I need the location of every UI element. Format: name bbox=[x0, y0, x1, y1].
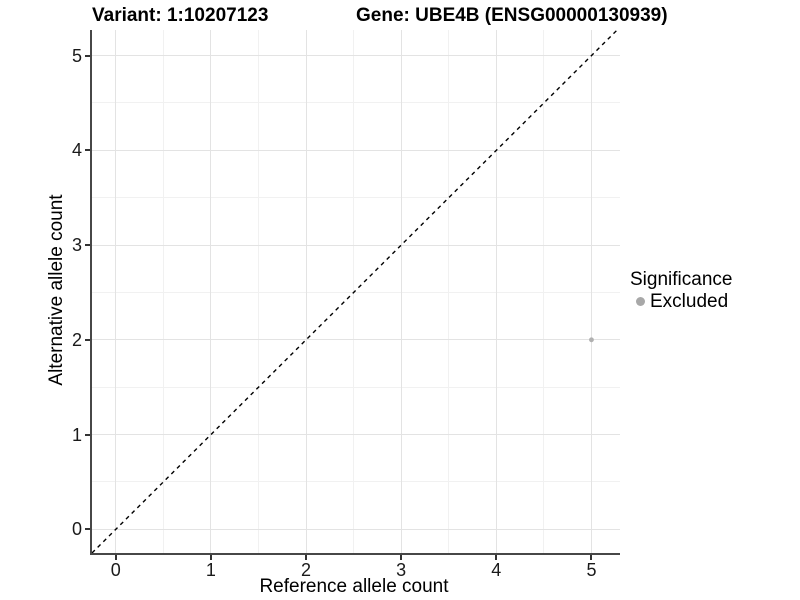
y-tick-mark bbox=[85, 54, 90, 57]
legend: Significance Excluded bbox=[630, 269, 732, 311]
y-tick-label: 3 bbox=[71, 235, 82, 256]
excluded-dot-icon bbox=[636, 297, 645, 306]
gridline-x-major bbox=[495, 30, 497, 553]
y-tick-mark bbox=[85, 338, 90, 341]
gridline-y-minor bbox=[92, 197, 620, 199]
gene-title: Gene: UBE4B (ENSG00000130939) bbox=[356, 5, 668, 26]
x-tick-mark bbox=[209, 555, 212, 560]
x-tick-label: 0 bbox=[110, 560, 121, 580]
x-tick-mark bbox=[590, 555, 593, 560]
gridline-x-minor bbox=[543, 30, 545, 553]
gridline-x-major bbox=[590, 30, 592, 553]
gridline-y-major bbox=[92, 55, 620, 57]
legend-entry-excluded: Excluded bbox=[630, 292, 732, 311]
gridline-x-major bbox=[115, 30, 117, 553]
gridline-x-minor bbox=[257, 30, 259, 553]
y-tick-mark bbox=[85, 244, 90, 247]
x-tick-mark bbox=[114, 555, 117, 560]
gridline-x-major bbox=[400, 30, 402, 553]
x-tick-mark bbox=[305, 555, 308, 560]
legend-entry-label: Excluded bbox=[650, 291, 729, 312]
y-tick-label: 5 bbox=[71, 45, 82, 66]
y-axis-title: Alternative allele count bbox=[46, 194, 67, 386]
gridline-y-major bbox=[92, 434, 620, 436]
gridline-x-major bbox=[210, 30, 212, 553]
gridline-x-minor bbox=[448, 30, 450, 553]
data-point bbox=[589, 337, 594, 343]
gridline-y-major bbox=[92, 149, 620, 151]
y-tick-label: 1 bbox=[71, 424, 82, 445]
gridline-y-minor bbox=[92, 291, 620, 293]
identity-reference-line bbox=[92, 30, 619, 553]
y-tick-label: 2 bbox=[71, 329, 82, 350]
y-tick-label: 4 bbox=[71, 140, 82, 161]
y-tick-mark bbox=[85, 149, 90, 152]
x-tick-label: 4 bbox=[491, 560, 502, 580]
x-tick-mark bbox=[400, 555, 403, 560]
x-tick-label: 3 bbox=[396, 560, 407, 580]
y-tick-mark bbox=[85, 433, 90, 436]
x-axis-title: Reference allele count bbox=[259, 576, 449, 597]
gridline-y-minor bbox=[92, 481, 620, 483]
x-tick-label: 2 bbox=[301, 560, 312, 580]
plot-layer bbox=[92, 30, 619, 553]
gridline-y-major bbox=[92, 244, 620, 246]
x-tick-label: 5 bbox=[586, 560, 597, 580]
variant-title: Variant: 1:10207123 bbox=[92, 5, 269, 26]
gridline-y-major bbox=[92, 339, 620, 341]
gridline-y-minor bbox=[92, 386, 620, 388]
gridline-x-major bbox=[305, 30, 307, 553]
gridline-y-major bbox=[92, 528, 620, 530]
legend-title: Significance bbox=[630, 269, 733, 290]
y-tick-label: 0 bbox=[71, 519, 82, 540]
x-tick-mark bbox=[495, 555, 498, 560]
plot-panel bbox=[90, 30, 620, 555]
gridline-x-minor bbox=[162, 30, 164, 553]
x-tick-label: 1 bbox=[205, 560, 216, 580]
gridline-y-minor bbox=[92, 102, 620, 104]
y-tick-mark bbox=[85, 528, 90, 531]
